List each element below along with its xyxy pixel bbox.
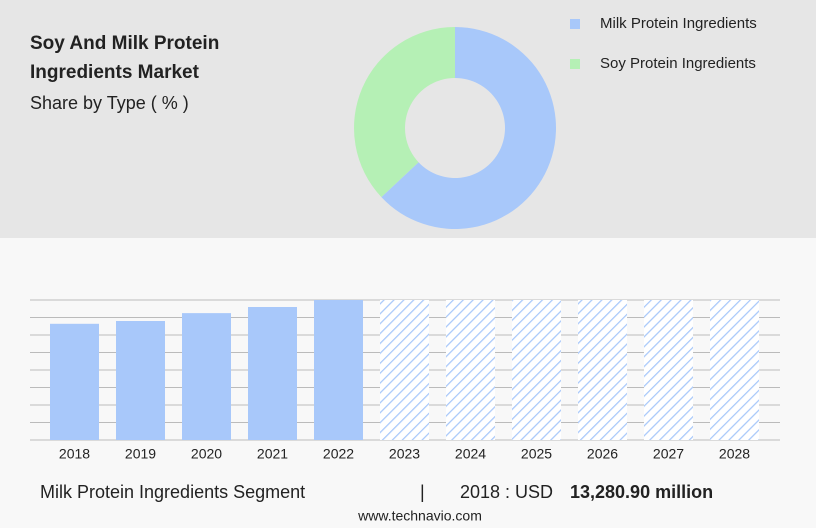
x-tick-label: 2025 — [521, 446, 552, 462]
footer-segment: Milk Protein Ingredients Segment — [40, 482, 305, 502]
footer-year: 2018 : USD — [460, 482, 553, 502]
bar — [182, 313, 231, 440]
footer-separator: | — [420, 482, 425, 502]
donut-slice — [381, 27, 556, 229]
x-tick-label: 2020 — [191, 446, 222, 462]
legend-label: Soy Protein Ingredients — [600, 55, 756, 72]
x-tick-label: 2028 — [719, 446, 750, 462]
bar — [248, 307, 297, 440]
x-tick-label: 2018 — [59, 446, 90, 462]
donut-slice — [354, 27, 455, 198]
x-tick-label: 2027 — [653, 446, 684, 462]
x-tick-label: 2022 — [323, 446, 354, 462]
x-tick-label: 2021 — [257, 446, 288, 462]
forecast-placeholder — [710, 300, 759, 440]
x-tick-label: 2023 — [389, 446, 420, 462]
x-tick-label: 2024 — [455, 446, 486, 462]
bar — [314, 300, 363, 440]
title-line: Ingredients Market — [30, 62, 200, 83]
forecast-placeholder — [644, 300, 693, 440]
x-tick-label: 2019 — [125, 446, 156, 462]
forecast-placeholder — [380, 300, 429, 440]
forecast-placeholder — [446, 300, 495, 440]
bar — [116, 321, 165, 440]
title-line: Soy And Milk Protein — [30, 33, 219, 54]
footer-source: www.technavio.com — [357, 508, 482, 524]
legend-swatch — [570, 19, 580, 29]
forecast-placeholder — [512, 300, 561, 440]
donut-chart: Milk Protein Ingredients Soy Protein Ingr… — [354, 15, 757, 229]
bar-chart: 2018 2019 2020 2021 2022 2023 2024 2025 2026 2027… — [30, 299, 780, 462]
legend-label: Milk Protein Ingredients — [600, 15, 757, 32]
bar — [50, 323, 99, 440]
legend-swatch — [570, 59, 580, 69]
x-tick-label: 2026 — [587, 446, 618, 462]
footer-value: 13,280.90 million — [570, 482, 713, 502]
forecast-placeholder — [578, 300, 627, 440]
subtitle: Share by Type ( % ) — [30, 93, 189, 113]
